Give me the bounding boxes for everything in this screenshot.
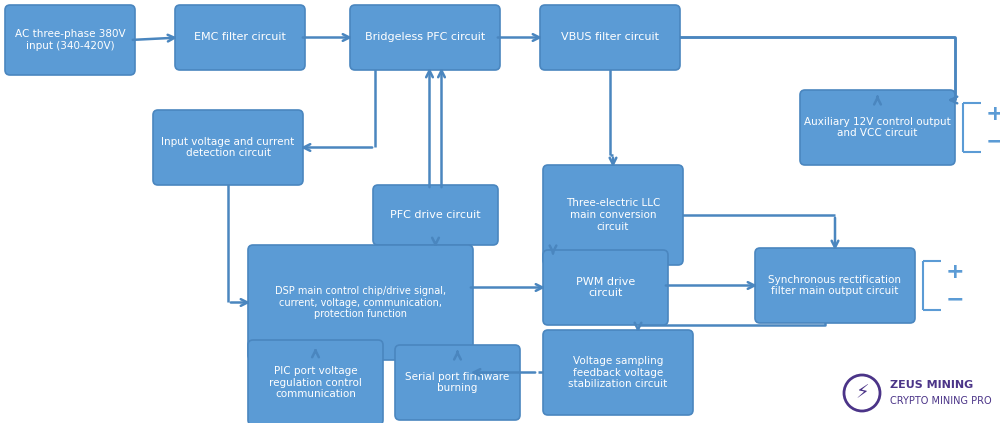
Text: VBUS filter circuit: VBUS filter circuit (561, 33, 659, 42)
Text: +: + (946, 262, 964, 282)
Text: ⚡: ⚡ (855, 384, 869, 403)
FancyBboxPatch shape (543, 165, 683, 265)
FancyBboxPatch shape (373, 185, 498, 245)
FancyBboxPatch shape (755, 248, 915, 323)
Text: Auxiliary 12V control output
and VCC circuit: Auxiliary 12V control output and VCC cir… (804, 117, 951, 138)
Text: EMC filter circuit: EMC filter circuit (194, 33, 286, 42)
Text: Input voltage and current
detection circuit: Input voltage and current detection circ… (161, 137, 295, 158)
Text: CRYPTO MINING PRO: CRYPTO MINING PRO (890, 396, 992, 406)
Text: AC three-phase 380V
input (340-420V): AC three-phase 380V input (340-420V) (15, 29, 125, 51)
FancyBboxPatch shape (540, 5, 680, 70)
FancyBboxPatch shape (800, 90, 955, 165)
Text: Bridgeless PFC circuit: Bridgeless PFC circuit (365, 33, 485, 42)
Text: DSP main control chip/drive signal,
current, voltage, communication,
protection : DSP main control chip/drive signal, curr… (275, 286, 446, 319)
Text: Voltage sampling
feedback voltage
stabilization circuit: Voltage sampling feedback voltage stabil… (568, 356, 668, 389)
Text: PIC port voltage
regulation control
communication: PIC port voltage regulation control comm… (269, 366, 362, 399)
Text: ZEUS MINING: ZEUS MINING (890, 380, 973, 390)
FancyBboxPatch shape (153, 110, 303, 185)
FancyBboxPatch shape (248, 245, 473, 360)
FancyBboxPatch shape (395, 345, 520, 420)
FancyBboxPatch shape (175, 5, 305, 70)
Text: Synchronous rectification
filter main output circuit: Synchronous rectification filter main ou… (768, 275, 902, 296)
Text: Serial port firmware
burning: Serial port firmware burning (405, 372, 510, 393)
FancyBboxPatch shape (350, 5, 500, 70)
FancyBboxPatch shape (5, 5, 135, 75)
Text: PFC drive circuit: PFC drive circuit (390, 210, 481, 220)
Text: +: + (986, 104, 1000, 124)
Text: −: − (946, 289, 964, 309)
Text: Three-electric LLC
main conversion
circuit: Three-electric LLC main conversion circu… (566, 198, 660, 232)
FancyBboxPatch shape (248, 340, 383, 423)
FancyBboxPatch shape (543, 250, 668, 325)
FancyBboxPatch shape (543, 330, 693, 415)
Text: −: − (986, 131, 1000, 151)
Text: PWM drive
circuit: PWM drive circuit (576, 277, 635, 298)
